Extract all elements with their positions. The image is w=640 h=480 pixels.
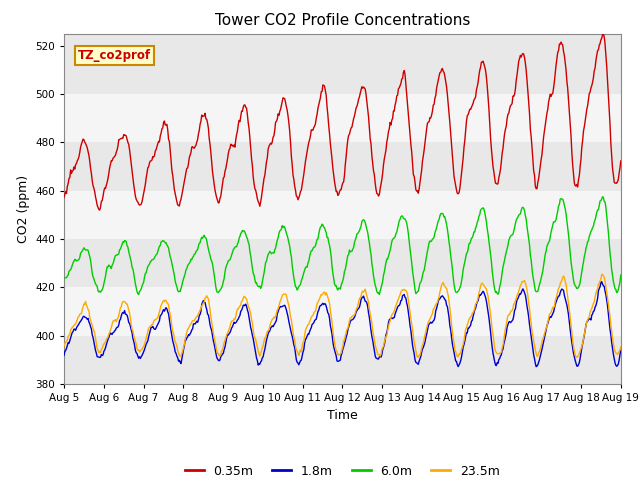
Bar xyxy=(64,191,621,239)
Title: Tower CO2 Profile Concentrations: Tower CO2 Profile Concentrations xyxy=(214,13,470,28)
Text: TZ_co2prof: TZ_co2prof xyxy=(78,49,151,62)
Bar xyxy=(64,143,621,191)
Bar xyxy=(64,336,621,384)
Bar xyxy=(64,94,621,143)
Bar xyxy=(64,288,621,336)
Bar xyxy=(64,46,621,94)
X-axis label: Time: Time xyxy=(327,408,358,421)
Bar xyxy=(64,239,621,288)
Y-axis label: CO2 (ppm): CO2 (ppm) xyxy=(17,175,29,243)
Legend: 0.35m, 1.8m, 6.0m, 23.5m: 0.35m, 1.8m, 6.0m, 23.5m xyxy=(180,460,505,480)
